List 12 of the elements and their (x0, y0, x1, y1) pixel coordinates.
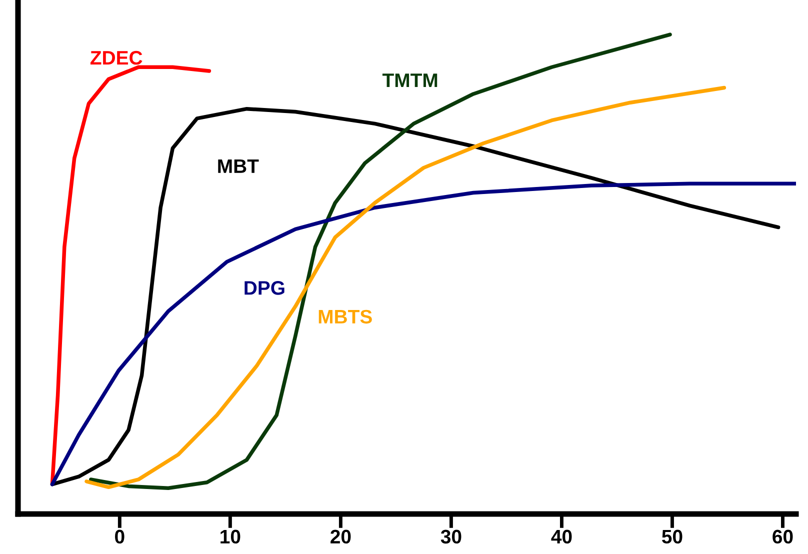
series-label: ZDEC (90, 50, 142, 65)
series-label: MBTS (318, 310, 372, 324)
series-label: DPG (244, 281, 284, 295)
x-tick-label: 20 (330, 530, 351, 544)
x-tick-label: 10 (220, 530, 240, 544)
x-tick-label: 30 (440, 530, 462, 544)
x-tick-label: 40 (551, 530, 572, 544)
x-tick-label: 50 (662, 530, 682, 544)
series-label: TMTM (382, 74, 438, 88)
x-tick-label: 60 (772, 530, 793, 544)
x-tick-label: 0 (115, 530, 124, 544)
text: MBT (218, 159, 259, 173)
